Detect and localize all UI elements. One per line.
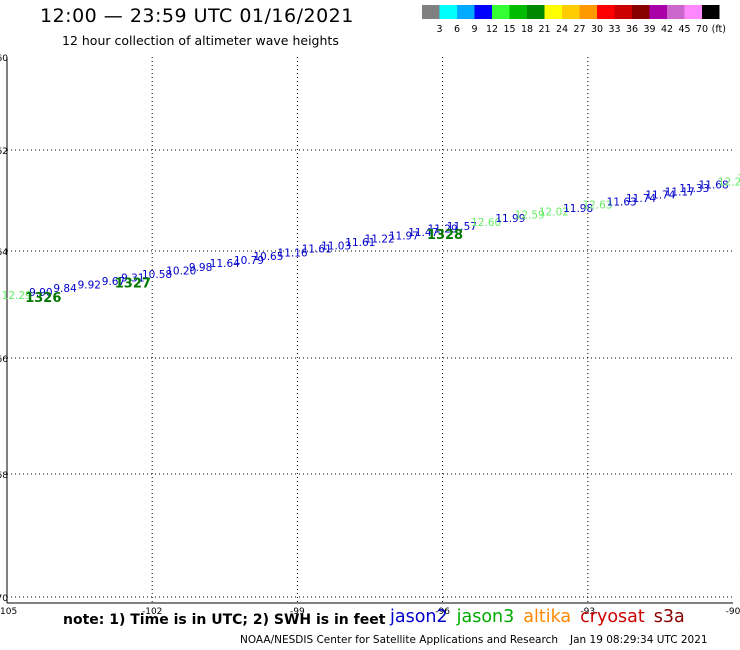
color-swatch	[422, 5, 440, 19]
wave-height-label: 11.61	[302, 244, 332, 256]
latitude-label: -70	[0, 594, 8, 604]
wave-height-label: 12.29	[718, 176, 740, 188]
legend-cryosat: cryosat	[580, 607, 645, 627]
wave-height-label: 10.65	[253, 251, 283, 263]
map-subtitle: 12 hour collection of altimeter wave hei…	[62, 33, 339, 48]
color-swatch	[632, 5, 650, 19]
longitude-label: -105	[0, 607, 17, 617]
color-swatch	[439, 5, 457, 19]
wave-height-label: 11.98	[563, 203, 593, 215]
wave-height-label: 9.92	[78, 279, 101, 291]
scale-tick-label: 33	[608, 24, 620, 35]
color-swatch	[649, 5, 667, 19]
legend-altika: altika	[523, 607, 572, 627]
scale-tick-label: 18	[521, 24, 533, 35]
color-swatch	[474, 5, 492, 19]
latitude-label: -68	[0, 471, 8, 481]
longitude-label: -93	[580, 607, 595, 617]
map-title: 12:00 — 23:59 UTC 01/16/2021	[40, 5, 354, 27]
wave-height-label: 11.99	[495, 213, 525, 225]
wave-height-label: 12.02	[539, 207, 569, 219]
credit-line: NOAA/NESDIS Center for Satellite Applica…	[240, 634, 708, 646]
legend-s3a: s3a	[653, 607, 685, 627]
wave-height-label: 10.79	[234, 255, 264, 267]
wave-height-label: 11.33	[679, 183, 709, 195]
satellite-legend: jason2 jason3 altika cryosat s3a	[390, 607, 694, 627]
wave-height-label: 12.41	[737, 173, 740, 185]
scale-tick-label: 45	[678, 24, 690, 35]
wave-height-label: 11.68	[699, 179, 729, 191]
latitude-label: -66	[0, 355, 8, 365]
color-swatch	[702, 5, 720, 19]
latitude-label: -64	[0, 248, 8, 258]
wave-height-label: 12.59	[515, 210, 545, 222]
wave-height-label: 11.47	[408, 227, 438, 239]
wave-height-label: 11.57	[447, 221, 477, 233]
pass-time-label: 1327	[115, 276, 151, 291]
color-swatch	[667, 5, 685, 19]
wave-height-label: 10.58	[142, 269, 172, 281]
scale-tick-label: 6	[454, 24, 460, 35]
scale-tick-label: 24	[556, 24, 568, 35]
wave-height-label: 9.31	[121, 272, 144, 284]
longitude-label: -102	[142, 607, 162, 617]
legend-jason2: jason2	[390, 607, 448, 627]
wave-height-label: 10.20	[166, 266, 196, 278]
color-swatch	[544, 5, 562, 19]
longitude-label: -96	[435, 607, 450, 617]
wave-height-label: 9.67	[102, 276, 125, 288]
wave-height-label: 9.90	[29, 287, 52, 299]
scale-tick-label: 42	[661, 24, 673, 35]
scale-tick-label: 70	[696, 24, 708, 35]
credit-text: NOAA/NESDIS Center for Satellite Applica…	[240, 634, 558, 646]
color-swatch	[684, 5, 702, 19]
generated-timestamp: Jan 19 08:29:34 UTC 2021	[570, 634, 708, 646]
pass-time-label: 1328	[427, 228, 463, 243]
wave-height-label: 9.98	[189, 262, 212, 274]
wave-height-label: 11.74	[645, 189, 675, 201]
wave-height-label: 12.60	[471, 217, 501, 229]
color-swatch	[562, 5, 580, 19]
wave-height-label: 11.22	[365, 233, 395, 245]
color-swatch	[579, 5, 597, 19]
wave-height-color-scale: 3 6 9 12 15 18 21 24 27 30 33 36 39 42 45 70 (ft)	[422, 5, 726, 35]
scale-tick-label: 9	[471, 24, 477, 35]
scale-tick-label: 15	[503, 24, 515, 35]
scale-tick-label: 3	[436, 24, 442, 35]
color-swatch	[457, 5, 475, 19]
wave-height-label: 11.17	[665, 186, 695, 198]
wave-height-label: 11.29	[428, 223, 458, 235]
wave-height-label: 12.63	[582, 200, 612, 212]
color-swatch	[614, 5, 632, 19]
wave-height-label: 11.61	[345, 237, 375, 249]
latitude-label: -60	[0, 54, 8, 64]
wave-height-label: 11.16	[278, 247, 308, 259]
scale-tick-label: 27	[573, 24, 585, 35]
color-swatch	[492, 5, 510, 19]
wave-height-label: 12.29	[2, 290, 32, 302]
scale-unit-label: (ft)	[712, 24, 726, 35]
color-swatch	[597, 5, 615, 19]
longitude-label: -90	[726, 607, 740, 617]
longitude-label: -99	[290, 607, 305, 617]
scale-tick-label: 36	[626, 24, 638, 35]
scale-tick-label: 12	[486, 24, 498, 35]
scale-tick-label: 21	[538, 24, 550, 35]
wave-height-label: 11.97	[389, 230, 419, 242]
wave-height-label: 11.74	[626, 193, 656, 205]
units-note: note: 1) Time is in UTC; 2) SWH is in fe…	[63, 612, 386, 628]
latitude-label: -62	[0, 147, 8, 157]
wave-height-label: 9.84	[53, 283, 77, 295]
color-swatch	[527, 5, 545, 19]
wave-height-label: 11.63	[607, 197, 637, 209]
legend-jason3: jason3	[456, 607, 515, 627]
scale-tick-label: 39	[643, 24, 655, 35]
scale-tick-label: 30	[591, 24, 603, 35]
wave-height-label: 11.03	[321, 240, 351, 252]
wave-height-label: 11.64	[210, 258, 240, 270]
color-swatch	[509, 5, 527, 19]
pass-time-label: 1326	[25, 291, 61, 306]
